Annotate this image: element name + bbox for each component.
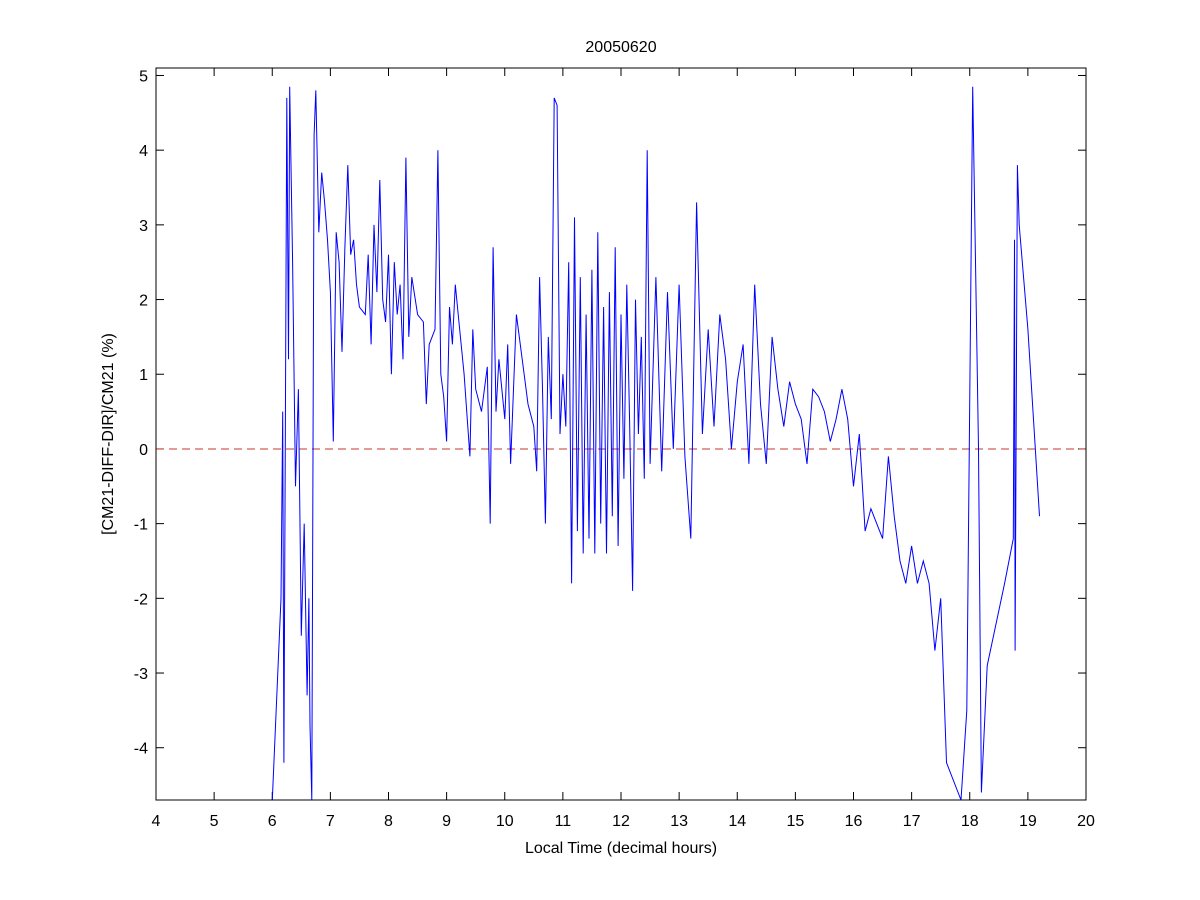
x-tick-label: 12: [612, 813, 630, 830]
y-tick-label: 2: [139, 293, 148, 310]
x-tick-label: 9: [442, 813, 451, 830]
x-tick-label: 5: [210, 813, 219, 830]
y-tick-label: 0: [139, 442, 148, 459]
y-axis-label: [CM21-DIFF-DIR]/CM21 (%): [100, 333, 117, 535]
x-tick-label: 20: [1077, 813, 1095, 830]
x-tick-label: 18: [961, 813, 979, 830]
x-tick-label: 7: [326, 813, 335, 830]
x-tick-label: 15: [786, 813, 804, 830]
y-tick-label: -2: [134, 591, 148, 608]
x-tick-label: 10: [496, 813, 514, 830]
x-tick-label: 6: [268, 813, 277, 830]
x-tick-label: 16: [845, 813, 863, 830]
x-tick-label: 14: [728, 813, 746, 830]
y-tick-label: 3: [139, 218, 148, 235]
plot-frame: [155, 67, 1087, 801]
x-tick-label: 4: [152, 813, 161, 830]
x-tick-label: 17: [903, 813, 921, 830]
x-tick-label: 8: [384, 813, 393, 830]
x-tick-label: 13: [670, 813, 688, 830]
y-tick-label: 1: [139, 367, 148, 384]
x-tick-label: 19: [1019, 813, 1037, 830]
series-line-ratio: [271, 86, 1040, 800]
y-tick-label: -3: [134, 666, 148, 683]
x-tick-label: 11: [555, 813, 572, 830]
chart-title: 20050620: [585, 39, 656, 56]
y-tick-label: 5: [139, 68, 148, 85]
y-tick-label: -4: [134, 741, 148, 758]
y-tick-label: -1: [134, 517, 148, 534]
x-axis-label: Local Time (decimal hours): [525, 840, 717, 857]
y-tick-label: 4: [139, 143, 148, 160]
